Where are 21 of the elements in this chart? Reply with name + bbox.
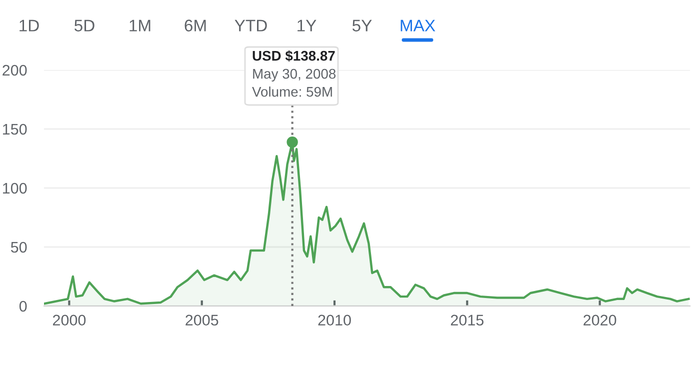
text: MAX [400,20,436,32]
y-tick-label: 100 [3,182,27,194]
annotation: Volume: 59M [252,86,332,97]
annotation: May 30, 2008 [253,68,336,82]
x-tick-label: 2020 [584,314,616,326]
text: USD $138.87 [252,50,335,62]
text: 5D [74,20,94,32]
y-tick-label: 200 [2,64,27,76]
y-tick-label: 50 [10,242,27,253]
text: YTD [234,20,267,32]
text: 6M [184,20,206,32]
x-tick-label: 2010 [318,314,351,326]
text: 1Y [298,20,316,32]
text: 5Y [352,20,372,32]
text: 1D [20,20,39,32]
y-tick-label: 150 [3,124,27,135]
x-tick-label: 2005 [186,314,218,326]
x-tick-label: 2000 [52,314,86,326]
x-tick-label: 2015 [450,314,484,326]
text: 1M [130,20,150,32]
y-tick-label: 0 [19,300,27,312]
